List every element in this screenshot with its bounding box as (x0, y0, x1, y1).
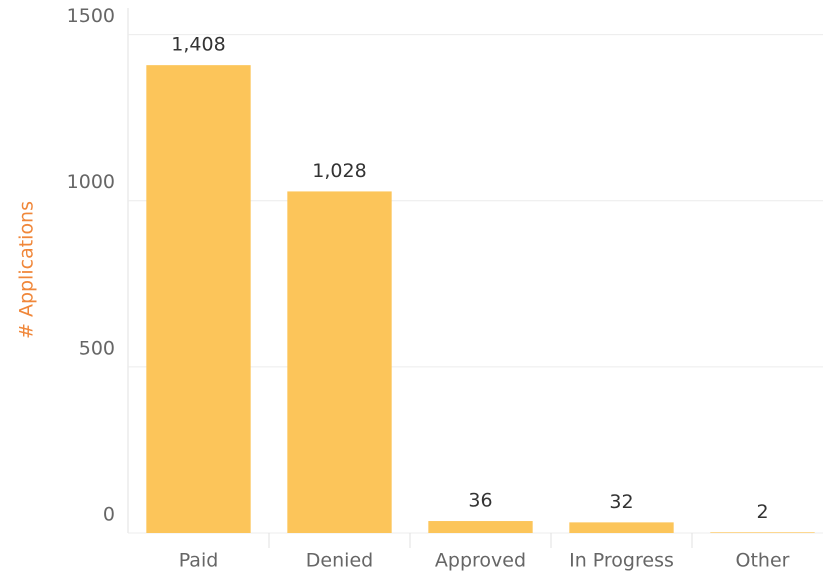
value-label: 2 (756, 501, 768, 523)
y-tick-label: 1500 (67, 5, 115, 27)
bar (287, 191, 392, 533)
x-tick-label: Paid (179, 550, 219, 572)
value-label: 32 (609, 491, 633, 513)
bar (710, 532, 815, 533)
x-tick-label: Other (736, 550, 790, 572)
y-tick-label: 500 (79, 337, 115, 359)
y-tick-label: 0 (103, 504, 115, 526)
value-label: 1,028 (312, 160, 366, 182)
y-axis-label: # Applications (16, 201, 38, 339)
x-tick-label: In Progress (569, 550, 674, 572)
bar (146, 65, 251, 533)
bar (569, 522, 674, 533)
x-tick-label: Denied (306, 550, 373, 572)
value-label: 1,408 (171, 34, 225, 56)
x-tick-label: Approved (435, 550, 526, 572)
bar (428, 521, 533, 533)
value-label: 36 (468, 490, 492, 512)
y-tick-label: 1000 (67, 171, 115, 193)
